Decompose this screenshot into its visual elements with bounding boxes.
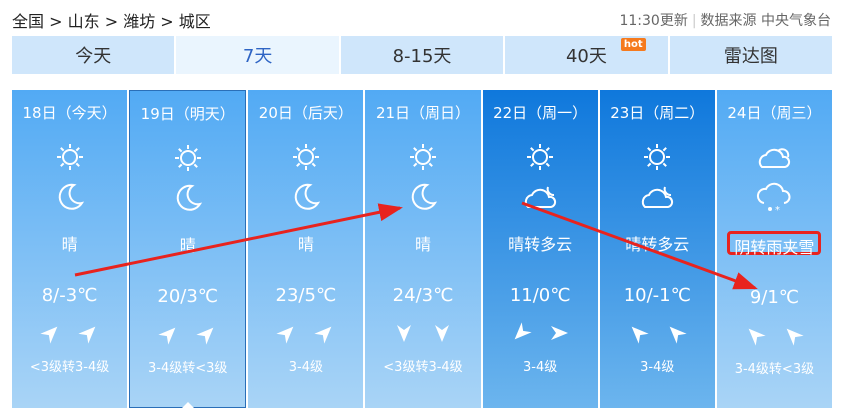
breadcrumb: 全国 > 山东 > 潍坊 > 城区	[12, 12, 211, 31]
sun-icon	[483, 137, 598, 177]
moon-icon	[365, 177, 480, 217]
day-column[interactable]: 18日（今天） 晴 8/-3℃ <3级转3-4级	[12, 90, 128, 408]
tab-today[interactable]: 今天	[12, 36, 175, 74]
weather-desc: 晴转多云	[625, 235, 690, 254]
wind-direction-icon	[314, 322, 336, 346]
sleet-icon: *	[717, 177, 832, 217]
day-column[interactable]: 20日（后天） 晴 23/5℃ 3-4级	[248, 90, 364, 408]
svg-text:*: *	[775, 205, 780, 215]
sun-icon	[248, 137, 363, 177]
tab-label: 8-15天	[392, 46, 452, 67]
day-date: 22日（周一）	[493, 104, 588, 122]
seven-day-forecast: 18日（今天） 晴 8/-3℃ <3级转3-4级 19日（明天） 晴 20/3℃…	[12, 90, 832, 409]
tab-radar[interactable]: 雷达图	[669, 36, 833, 74]
weather-desc: 晴	[297, 235, 314, 254]
wind-direction-icon	[39, 322, 62, 346]
wind-direction-icon	[665, 322, 687, 346]
sun-icon	[12, 137, 127, 177]
temperature: 10/-1℃	[623, 285, 691, 306]
wind-direction-icon	[782, 324, 805, 348]
selected-pointer	[180, 395, 195, 409]
temperature: 9/1℃	[749, 287, 799, 308]
weather-desc: 阴转雨夹雪	[727, 231, 822, 257]
day-column[interactable]: 19日（明天） 晴 20/3℃ 3-4级转<3级	[129, 90, 247, 409]
sun-icon	[600, 137, 715, 177]
hot-badge: hot	[620, 38, 646, 51]
day-date: 24日（周三）	[727, 104, 822, 122]
wind-direction-icon	[510, 322, 532, 346]
tab-label: 40天	[565, 46, 607, 67]
wind-direction-icon	[77, 322, 100, 346]
temperature: 8/-3℃	[41, 285, 98, 306]
day-column[interactable]: 24日（周三） * 阴转雨夹雪 9/1℃ 3-4级转<3级	[716, 90, 832, 408]
temperature: 11/0℃	[509, 285, 571, 306]
wind-direction-icon	[431, 322, 453, 346]
cloud-moon-icon	[600, 177, 715, 217]
tab-40-days[interactable]: 40天 hot	[505, 36, 668, 74]
day-date: 21日（周日）	[375, 104, 471, 122]
temperature: 24/3℃	[392, 285, 454, 306]
sun-icon	[130, 138, 245, 178]
wind-level: 3-4级	[523, 360, 558, 375]
tab-8-15-days[interactable]: 8-15天	[340, 36, 504, 74]
weather-desc: 晴	[414, 235, 431, 254]
wind-direction-icon	[276, 322, 298, 346]
data-source: 数据来源 中央气象台	[700, 13, 831, 29]
weather-desc: 晴	[61, 235, 78, 254]
wind-level: <3级转3-4级	[383, 360, 463, 375]
temperature: 20/3℃	[157, 286, 219, 307]
weather-desc: 晴转多云	[508, 235, 573, 254]
update-info: 11:30更新 | 数据来源 中央气象台	[619, 13, 831, 29]
wind-direction-icon	[196, 323, 218, 347]
day-date: 20日（后天）	[258, 104, 353, 122]
wind-direction-icon	[744, 324, 767, 348]
wind-direction-icon	[158, 323, 180, 347]
overcast-icon	[717, 137, 832, 177]
moon-icon	[248, 177, 363, 217]
wind-level: 3-4级	[640, 360, 675, 375]
moon-icon	[130, 178, 245, 218]
tab-label: 雷达图	[723, 46, 778, 67]
day-date: 23日（周二）	[610, 104, 705, 122]
tab-label: 今天	[75, 46, 112, 67]
wind-level: 3-4级转<3级	[148, 361, 228, 376]
weather-desc: 晴	[179, 236, 196, 255]
wind-direction-icon	[548, 322, 570, 346]
wind-level: <3级转3-4级	[29, 360, 110, 375]
breadcrumb-city[interactable]: 潍坊	[123, 12, 156, 31]
forecast-tabs: 今天 7天 8-15天 40天 hot 雷达图	[12, 36, 833, 74]
update-time: 11:30更新	[619, 13, 688, 29]
wind-direction-icon	[627, 322, 649, 346]
wind-level: 3-4级	[288, 360, 323, 375]
breadcrumb-district: 城区	[178, 12, 211, 31]
breadcrumb-country[interactable]: 全国	[12, 12, 45, 31]
day-column[interactable]: 21日（周日） 晴 24/3℃ <3级转3-4级	[365, 90, 481, 408]
day-date: 18日（今天）	[22, 104, 117, 122]
wind-level: 3-4级转<3级	[734, 362, 815, 377]
day-column[interactable]: 23日（周二） 晴转多云 10/-1℃ 3-4级	[599, 90, 715, 408]
day-date: 19日（明天）	[140, 105, 235, 123]
tab-label: 7天	[242, 46, 273, 67]
day-column[interactable]: 22日（周一） 晴转多云 11/0℃ 3-4级	[482, 90, 598, 408]
temperature: 23/5℃	[275, 285, 337, 306]
cloud-moon-icon	[483, 177, 598, 217]
wind-direction-icon	[393, 322, 415, 346]
moon-icon	[12, 177, 127, 217]
tab-7-days[interactable]: 7天	[176, 36, 339, 74]
breadcrumb-province[interactable]: 山东	[67, 12, 100, 31]
sun-icon	[365, 137, 480, 177]
